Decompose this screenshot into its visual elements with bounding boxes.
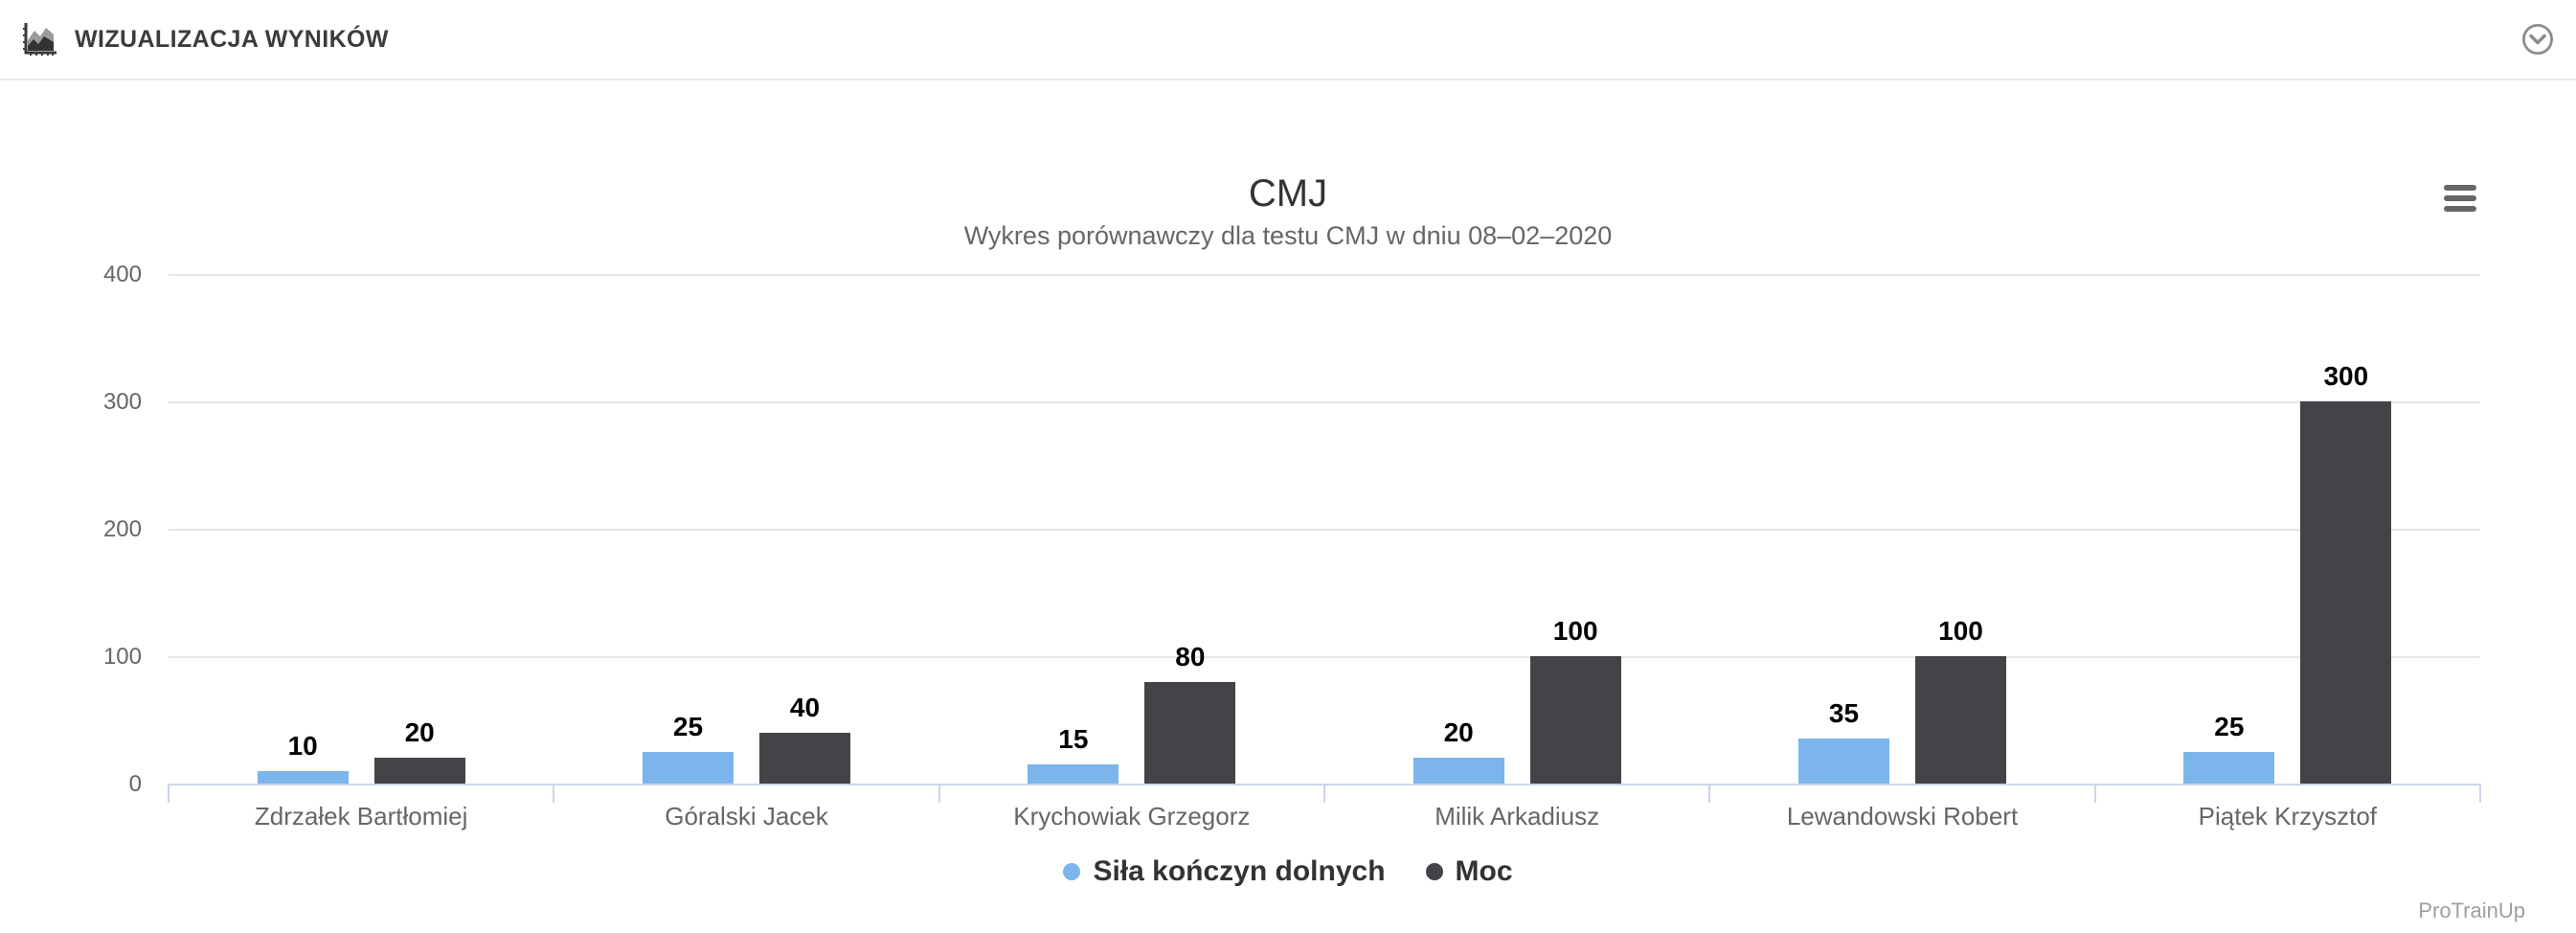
x-axis-category-label: Lewandowski Robert (1786, 802, 2019, 831)
x-axis-tick (938, 785, 940, 803)
chart-export-menu-button[interactable] (2444, 185, 2476, 212)
bar[interactable] (373, 758, 465, 784)
y-axis-label: 200 (102, 516, 142, 542)
legend-label: Moc (1455, 855, 1513, 887)
bar[interactable] (759, 733, 850, 784)
bar[interactable] (1028, 764, 1119, 784)
legend-label: Siła kończyn dolnych (1093, 855, 1386, 887)
bar-value-label: 25 (672, 712, 704, 741)
hamburger-menu-icon (2444, 185, 2476, 191)
area-chart-icon (21, 20, 59, 58)
y-axis-label: 100 (102, 644, 142, 670)
bar[interactable] (1144, 682, 1236, 784)
bar-value-label: 10 (287, 731, 318, 761)
header: WIZUALIZACJA WYNIKÓW (0, 0, 2576, 80)
bar[interactable] (1798, 739, 1889, 784)
page-title: WIZUALIZACJA WYNIKÓW (75, 25, 389, 53)
bar[interactable] (643, 752, 734, 784)
x-axis-tick (1708, 785, 1711, 803)
legend: Siła kończyn dolnych Moc (0, 853, 2576, 891)
y-axis-label: 400 (102, 262, 142, 287)
gridline (169, 274, 2480, 276)
x-axis-tick (168, 785, 169, 803)
gridline (169, 529, 2480, 531)
x-axis-category-label: Zdrzałek Bartłomiej (254, 802, 468, 831)
bar[interactable] (2300, 401, 2392, 784)
credit-label: ProTrainUp (2418, 899, 2525, 922)
bar-value-label: 20 (404, 717, 435, 747)
x-axis-tick (2093, 785, 2096, 803)
hamburger-menu-icon (2444, 195, 2476, 201)
header-left: WIZUALIZACJA WYNIKÓW (21, 20, 389, 58)
bar-value-label: 80 (1175, 642, 1206, 671)
bar-value-label: 40 (789, 693, 821, 722)
bar-value-label: 35 (1828, 698, 1860, 728)
bar[interactable] (257, 771, 349, 784)
hamburger-menu-icon (2444, 206, 2476, 212)
x-axis-category-label: Piątek Krzysztof (2198, 802, 2378, 831)
bar[interactable] (1915, 656, 2006, 784)
y-axis-label: 300 (102, 389, 142, 415)
x-axis-tick (553, 785, 555, 803)
bar-value-label: 25 (2214, 712, 2245, 741)
bar-value-label: 300 (2323, 361, 2369, 391)
bar-value-label: 100 (1552, 616, 1598, 646)
x-axis-category-label: Milik Arkadiusz (1435, 802, 1600, 831)
gridline (169, 656, 2480, 658)
bar[interactable] (1412, 758, 1504, 784)
chart-subtitle: Wykres porównawczy dla testu CMJ w dniu … (963, 221, 1613, 250)
bar-value-label: 100 (1938, 616, 1983, 646)
chevron-down-circle-icon (2520, 23, 2555, 59)
bar-value-label: 15 (1058, 724, 1089, 754)
bar[interactable] (2183, 752, 2275, 784)
chart-panel: CMJ Wykres porównawczy dla testu CMJ w d… (0, 80, 2576, 933)
collapse-button[interactable] (2520, 22, 2555, 57)
bar-value-label: 20 (1443, 717, 1474, 747)
y-axis-label: 0 (128, 771, 142, 797)
x-axis-tick (1323, 785, 1325, 803)
bar[interactable] (1529, 656, 1621, 784)
chart-title: CMJ (1248, 172, 1328, 215)
x-axis-category-label: Krychowiak Grzegorz (1013, 802, 1251, 831)
legend-marker-icon (1063, 863, 1081, 880)
legend-item[interactable]: Moc (1425, 855, 1513, 888)
gridline (169, 401, 2480, 403)
legend-item[interactable]: Siła kończyn dolnych (1063, 855, 1386, 888)
legend-marker-icon (1425, 863, 1443, 880)
x-axis-category-label: Góralski Jacek (665, 802, 828, 831)
x-axis-tick (2479, 785, 2481, 803)
